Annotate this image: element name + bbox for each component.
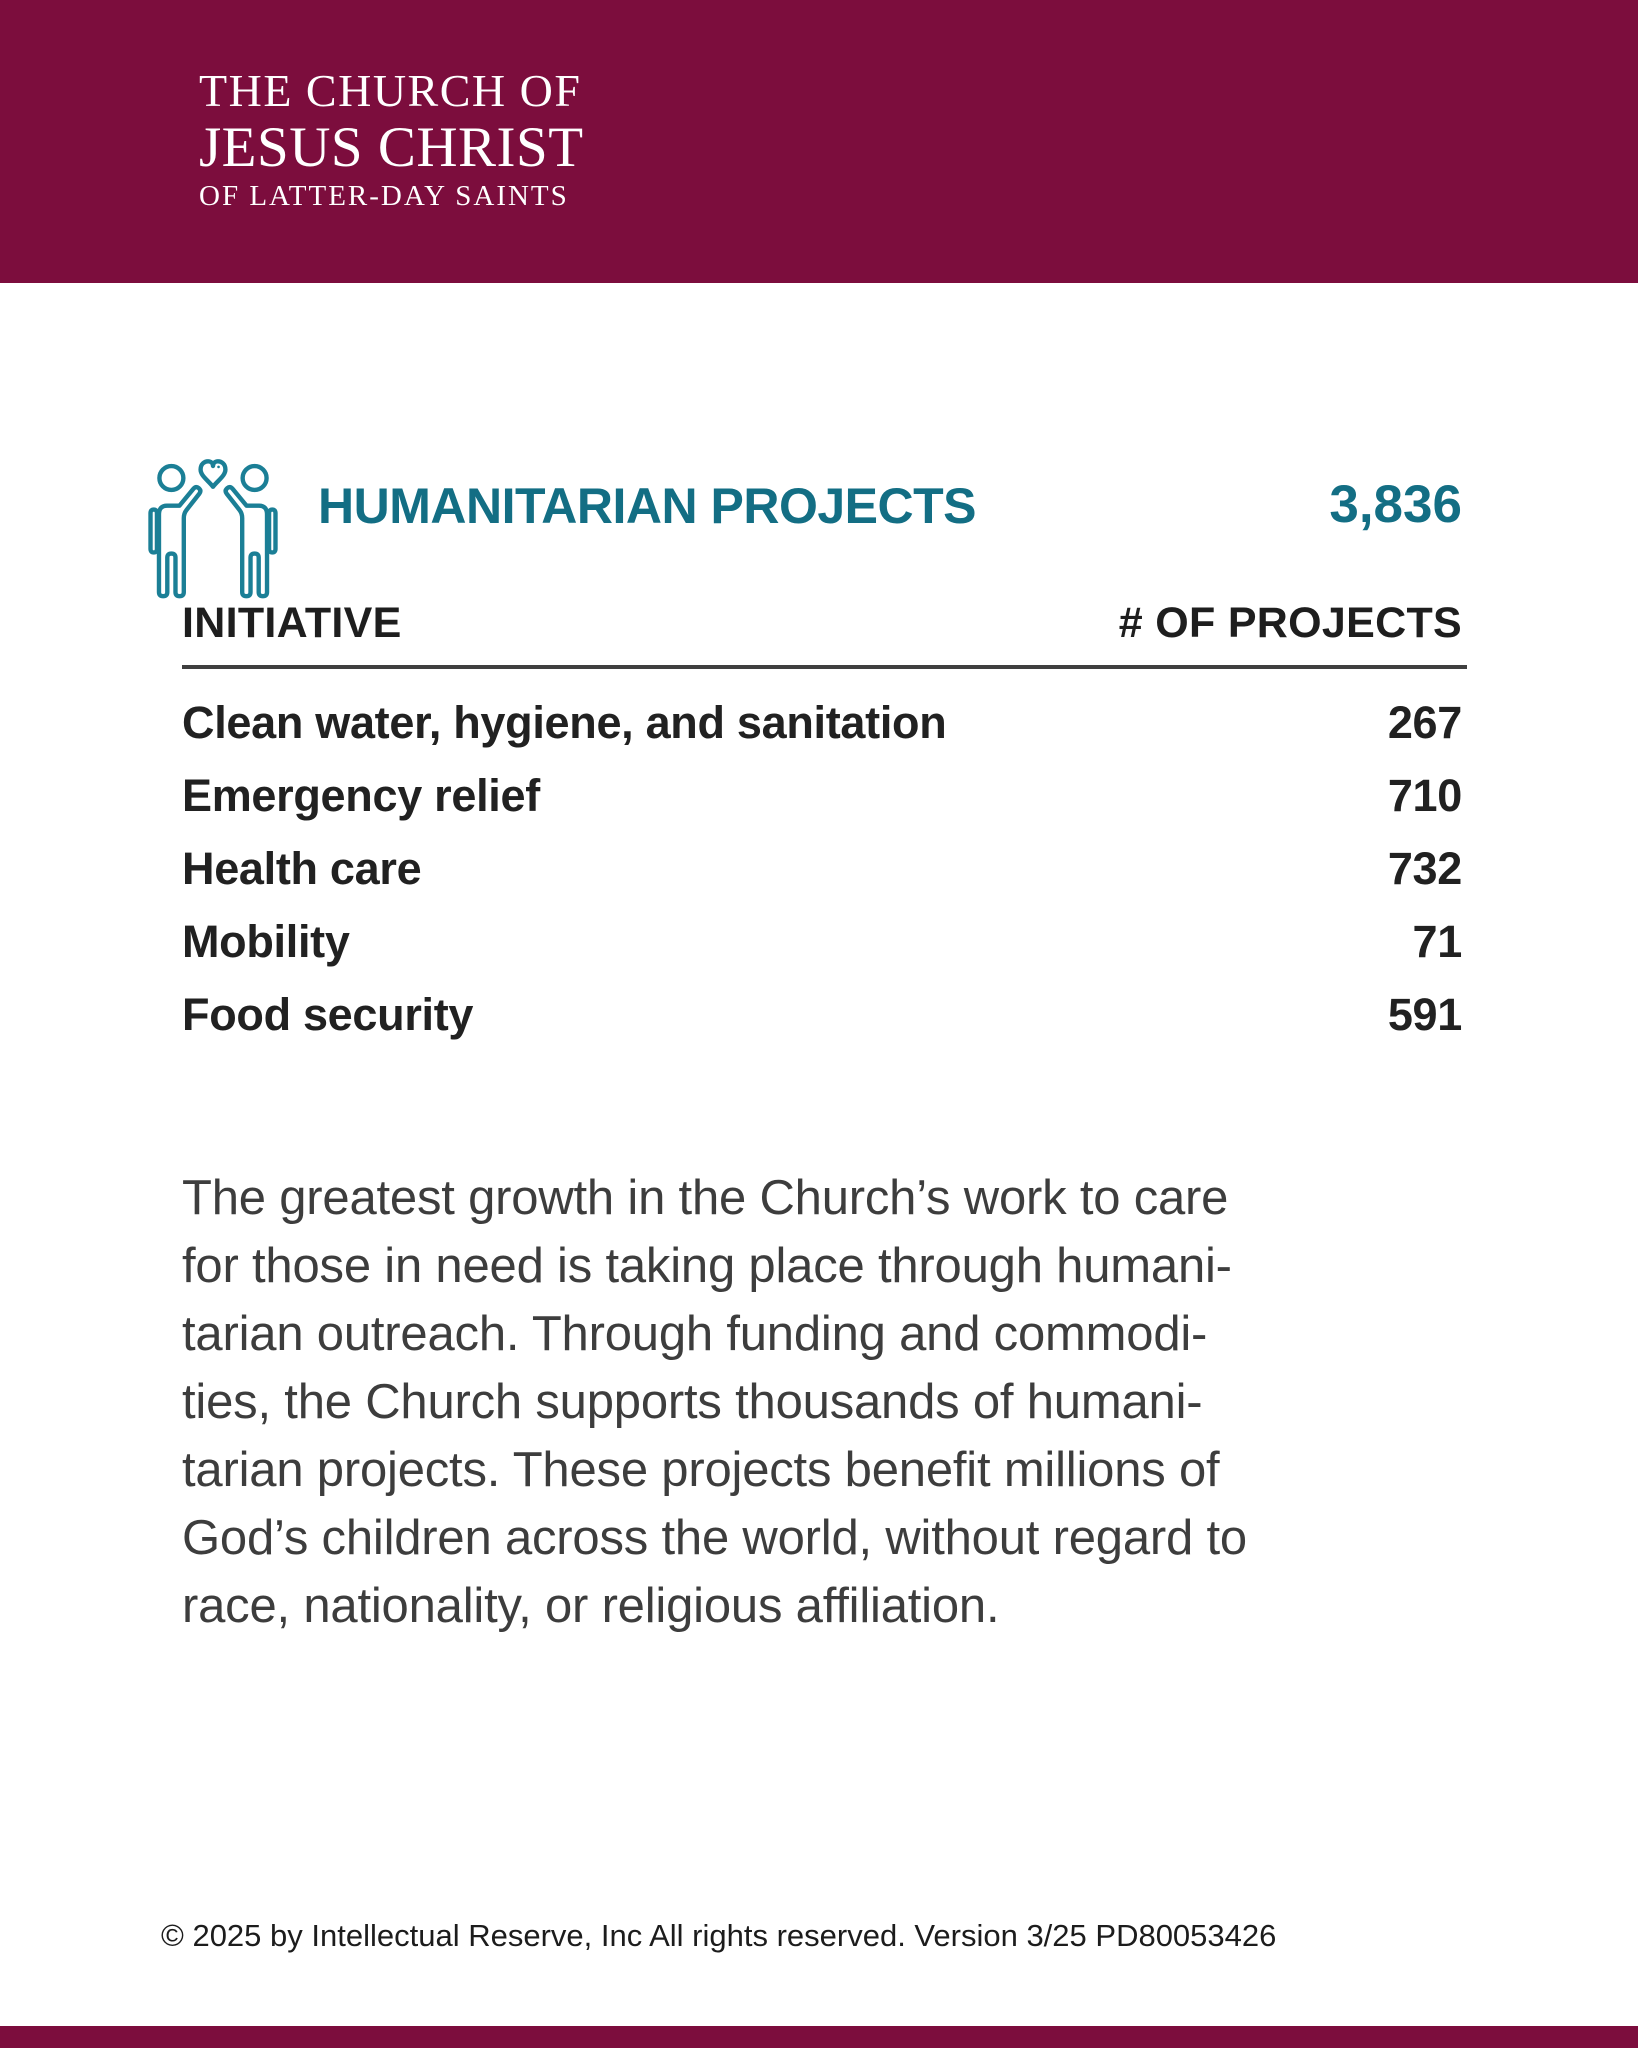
initiative-count: 267 [1387,696,1462,748]
initiative-label: Emergency relief [182,769,540,821]
section-total-count: 3,836 [1329,475,1462,534]
initiative-label: Health care [182,842,422,894]
paragraph-line: ties, the Church supports thousands of h… [182,1375,1203,1429]
people-with-heart-icon [148,459,278,599]
logo-line-2: JESUS CHRIST [199,115,584,179]
table-header-rule [182,665,1467,669]
table-row: Mobility 71 [182,905,1462,978]
paragraph-line: for those in need is taking place throug… [182,1239,1232,1293]
column-header-initiative: INITIATIVE [182,599,402,647]
table-column-headers: INITIATIVE # OF PROJECTS [182,602,1462,645]
logo-line-3: OF LATTER-DAY SAINTS [199,180,569,213]
initiative-count: 71 [1412,915,1463,967]
paragraph-line: tarian projects. These projects benefit … [182,1443,1220,1497]
initiative-label: Mobility [182,915,350,967]
copyright-notice: © 2025 by Intellectual Reserve, Inc All … [161,1918,1277,1953]
initiative-label: Food security [182,988,474,1040]
section-title: HUMANITARIAN PROJECTS [318,478,977,534]
initiative-count: 732 [1387,842,1462,894]
paragraph-line: tarian outreach. Through funding and com… [182,1307,1208,1361]
logo-line-1: THE CHURCH OF [199,65,582,116]
table-row: Health care 732 [182,832,1462,905]
church-logo: THE CHURCH OF JESUS CHRIST OF LATTER-DAY… [199,65,584,216]
header-banner: THE CHURCH OF JESUS CHRIST OF LATTER-DAY… [0,0,1638,283]
initiative-count: 591 [1387,988,1462,1040]
table-row: Clean water, hygiene, and sanitation 267 [182,686,1462,759]
initiative-label: Clean water, hygiene, and sanitation [182,696,947,748]
table-row: Emergency relief 710 [182,759,1462,832]
bottom-accent-strip [0,2026,1638,2048]
column-header-projects: # OF PROJECTS [1118,599,1462,647]
description-paragraph: The greatest growth in the Church’s work… [182,1164,1247,1640]
paragraph-line: The greatest growth in the Church’s work… [182,1171,1229,1225]
paragraph-line: race, nationality, or religious affiliat… [182,1579,1000,1633]
paragraph-line: God’s children across the world, without… [182,1511,1247,1565]
table-row: Food security 591 [182,978,1462,1051]
initiatives-table: Clean water, hygiene, and sanitation 267… [182,686,1462,1051]
initiative-count: 710 [1387,769,1462,821]
